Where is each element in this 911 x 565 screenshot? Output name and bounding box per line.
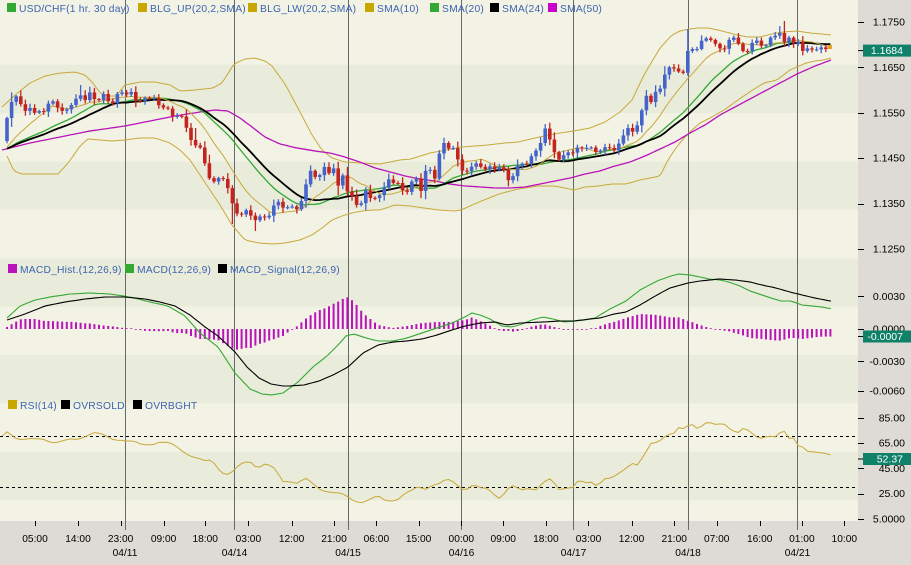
svg-text:15:00: 15:00 <box>406 534 432 545</box>
svg-text:04/21: 04/21 <box>785 548 811 559</box>
svg-text:BLG_LW(20,2,SMA): BLG_LW(20,2,SMA) <box>260 4 356 15</box>
svg-text:1.1684: 1.1684 <box>871 45 903 57</box>
svg-text:18:00: 18:00 <box>533 534 559 545</box>
svg-text:85.00: 85.00 <box>879 412 905 424</box>
svg-text:OVRSOLD: OVRSOLD <box>73 401 125 412</box>
svg-text:1.1550: 1.1550 <box>873 107 905 119</box>
svg-text:04/18: 04/18 <box>675 548 701 559</box>
svg-text:USD/CHF(1 hr. 30 day): USD/CHF(1 hr. 30 day) <box>19 4 130 15</box>
svg-text:1.1350: 1.1350 <box>873 198 905 210</box>
svg-text:1.1650: 1.1650 <box>873 62 905 74</box>
svg-text:RSI(14): RSI(14) <box>20 401 57 412</box>
svg-text:52.37: 52.37 <box>877 454 903 466</box>
svg-text:5.0000: 5.0000 <box>873 514 905 526</box>
svg-text:09:00: 09:00 <box>151 534 177 545</box>
svg-text:04/16: 04/16 <box>449 548 475 559</box>
svg-text:1.1450: 1.1450 <box>873 153 905 165</box>
svg-text:10:00: 10:00 <box>832 534 858 545</box>
svg-text:45.00: 45.00 <box>879 463 905 475</box>
svg-text:25.00: 25.00 <box>879 488 905 500</box>
svg-text:OVRBGHT: OVRBGHT <box>145 401 198 412</box>
svg-text:04/11: 04/11 <box>113 548 138 559</box>
svg-text:1.1750: 1.1750 <box>873 17 905 29</box>
svg-text:-0.0060: -0.0060 <box>869 385 905 397</box>
svg-text:09:00: 09:00 <box>490 534 516 545</box>
svg-text:16:00: 16:00 <box>747 534 773 545</box>
svg-text:0.0030: 0.0030 <box>873 291 905 303</box>
svg-text:MACD_Signal(12,26,9): MACD_Signal(12,26,9) <box>230 265 340 276</box>
svg-text:03:00: 03:00 <box>576 534 602 545</box>
svg-text:04/14: 04/14 <box>222 548 248 559</box>
svg-text:65.00: 65.00 <box>879 438 905 450</box>
svg-text:SMA(50): SMA(50) <box>560 4 602 15</box>
svg-text:MACD_Hist.(12,26,9): MACD_Hist.(12,26,9) <box>20 265 122 276</box>
svg-text:21:00: 21:00 <box>321 534 347 545</box>
svg-text:00:00: 00:00 <box>449 534 475 545</box>
svg-text:MACD(12,26,9): MACD(12,26,9) <box>137 265 211 276</box>
svg-text:03:00: 03:00 <box>236 534 262 545</box>
svg-text:1.1250: 1.1250 <box>873 244 905 256</box>
svg-text:SMA(10): SMA(10) <box>377 4 419 15</box>
svg-text:BLG_UP(20,2,SMA): BLG_UP(20,2,SMA) <box>150 4 246 15</box>
svg-text:23:00: 23:00 <box>108 534 134 545</box>
svg-text:21:00: 21:00 <box>661 534 687 545</box>
svg-text:-0.0007: -0.0007 <box>867 331 903 343</box>
svg-text:14:00: 14:00 <box>65 534 91 545</box>
svg-text:SMA(24): SMA(24) <box>502 4 544 15</box>
svg-text:12:00: 12:00 <box>279 534 305 545</box>
svg-text:12:00: 12:00 <box>619 534 645 545</box>
svg-text:SMA(20): SMA(20) <box>442 4 484 15</box>
svg-text:18:00: 18:00 <box>192 534 218 545</box>
svg-text:04/17: 04/17 <box>561 548 587 559</box>
svg-text:06:00: 06:00 <box>364 534 390 545</box>
svg-text:07:00: 07:00 <box>704 534 730 545</box>
svg-text:04/15: 04/15 <box>335 548 361 559</box>
svg-text:-0.0030: -0.0030 <box>869 356 905 368</box>
svg-text:05:00: 05:00 <box>22 534 48 545</box>
svg-text:01:00: 01:00 <box>789 534 815 545</box>
